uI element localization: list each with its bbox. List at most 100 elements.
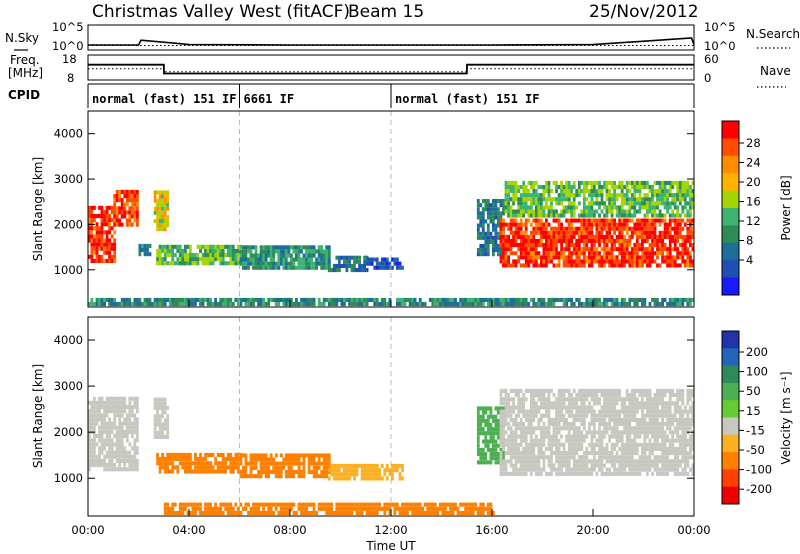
range-cell [360, 476, 364, 481]
range-cell [653, 426, 657, 431]
range-cell [499, 413, 503, 418]
range-cell [522, 201, 526, 206]
range-cell [651, 226, 654, 231]
range-cell [610, 455, 614, 460]
range-cell [689, 193, 692, 198]
range-cell [355, 297, 359, 302]
range-cell [163, 297, 167, 302]
range-cell [625, 442, 629, 447]
range-cell [163, 202, 167, 207]
range-cell [358, 510, 361, 515]
range-cell [105, 421, 109, 426]
cpid-segment-label: 6661 IF [244, 92, 295, 106]
range-cell [103, 442, 106, 447]
range-cell [338, 259, 341, 264]
range-cell [534, 201, 538, 206]
range-cell [593, 388, 596, 393]
range-cell [489, 203, 493, 208]
range-cell [509, 205, 513, 210]
range-cell [542, 189, 546, 194]
range-cell [625, 180, 629, 185]
range-cell [673, 238, 677, 243]
range-cell [350, 472, 354, 477]
range-cell [259, 461, 263, 466]
range-cell [618, 422, 622, 427]
range-cell [638, 455, 642, 460]
range-cell [262, 510, 265, 515]
range-cell [100, 463, 104, 468]
range-cell [264, 249, 268, 254]
range-cell [161, 223, 164, 228]
range-cell [557, 451, 561, 456]
range-cell [517, 446, 521, 451]
range-cell [499, 255, 503, 260]
range-cell [184, 469, 187, 474]
range-cell [630, 401, 634, 406]
range-cell [646, 238, 649, 243]
range-cell [628, 455, 632, 460]
range-cell [507, 205, 510, 210]
range-cell [666, 417, 669, 422]
range-cell [628, 226, 632, 231]
range-cell [492, 414, 495, 419]
range-cell [297, 502, 301, 507]
range-cell [595, 222, 599, 227]
range-cell [307, 261, 311, 266]
range-cell [340, 302, 344, 307]
range-cell [630, 467, 634, 472]
range-cell [532, 388, 536, 393]
range-cell [656, 201, 659, 206]
range-cell [499, 243, 503, 248]
range-cell [683, 422, 687, 427]
range-cell [353, 302, 356, 307]
range-cell [628, 218, 632, 223]
range-cell [481, 243, 485, 248]
range-cell [678, 417, 682, 422]
range-cell [133, 405, 137, 410]
range-cell [691, 413, 695, 418]
range-cell [98, 214, 101, 219]
range-cell [398, 265, 402, 270]
range-cell [618, 459, 622, 464]
range-cell [534, 434, 538, 439]
range-cell [638, 189, 642, 194]
range-cell [534, 243, 538, 248]
range-cell [504, 193, 508, 198]
range-cell [166, 248, 170, 253]
range-cell [229, 506, 233, 511]
range-cell [656, 393, 659, 398]
range-cell [143, 297, 147, 302]
range-cell [499, 234, 503, 239]
range-cell [625, 405, 629, 410]
range-cell [267, 253, 271, 258]
range-cell [534, 263, 538, 268]
range-cell [673, 446, 677, 451]
range-cell [532, 401, 536, 406]
range-cell [300, 453, 303, 458]
range-cell [600, 467, 604, 472]
range-cell [153, 198, 157, 203]
range-cell [550, 417, 553, 422]
range-cell [499, 297, 503, 302]
range-cell [661, 417, 664, 422]
range-cell [502, 259, 505, 264]
range-cell [269, 265, 273, 270]
range-cell [540, 442, 543, 447]
range-cell [264, 461, 268, 466]
range-cell [537, 417, 541, 422]
range-cell [320, 253, 324, 258]
range-cell [552, 297, 556, 302]
range-cell [358, 255, 361, 260]
range-cell [464, 297, 467, 302]
range-cell [646, 393, 649, 398]
range-cell [550, 434, 553, 439]
range-cell [590, 234, 594, 239]
range-cell [635, 234, 639, 239]
range-cell [666, 189, 669, 194]
range-cell [577, 243, 581, 248]
range-cell [105, 450, 109, 455]
y-tick-label: 4000 [54, 127, 83, 141]
range-cell [630, 197, 634, 202]
range-cell [532, 426, 536, 431]
range-cell [481, 215, 485, 220]
